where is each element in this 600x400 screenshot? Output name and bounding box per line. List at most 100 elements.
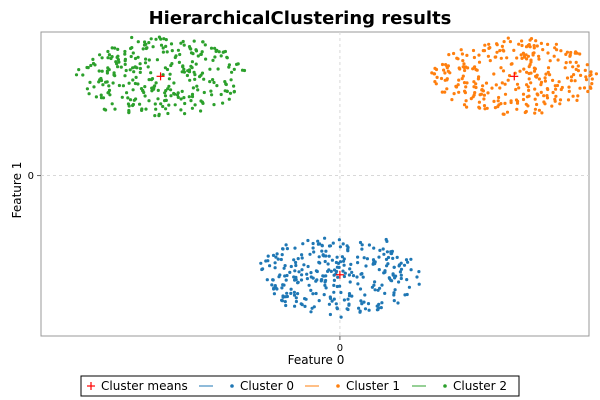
cluster-2-point	[192, 39, 196, 43]
cluster-1-point	[499, 56, 503, 60]
cluster-1-point	[482, 93, 486, 97]
cluster-2-point	[212, 103, 216, 107]
cluster-1-point	[440, 62, 445, 67]
cluster-1-point	[539, 83, 543, 87]
cluster-0-point	[336, 275, 340, 279]
cluster-0-point	[279, 257, 283, 262]
cluster-0-point	[359, 272, 363, 276]
cluster-1-point	[537, 77, 542, 81]
cluster-2-point	[136, 82, 140, 86]
cluster-1-point	[544, 72, 548, 76]
cluster-1-point	[537, 57, 541, 61]
cluster-0-point	[356, 282, 360, 286]
cluster-2-point	[126, 96, 130, 100]
cluster-1-point	[445, 87, 449, 91]
cluster-2-point	[179, 41, 183, 45]
cluster-0-point	[327, 244, 332, 248]
cluster-1-point	[567, 85, 571, 89]
cluster-0-point	[417, 270, 421, 274]
cluster-1-point	[542, 94, 546, 98]
cluster-2-point	[162, 37, 166, 41]
cluster-0-point	[366, 302, 371, 306]
cluster-1-point	[503, 82, 507, 86]
cluster-2-point	[191, 86, 195, 90]
cluster-1-point	[531, 51, 535, 56]
cluster-1-point	[506, 78, 510, 82]
cluster-2-point	[164, 44, 168, 49]
cluster-2-point	[170, 62, 174, 66]
cluster-2-point	[113, 74, 117, 78]
cluster-2-point	[147, 78, 151, 82]
cluster-0-point	[332, 290, 336, 294]
cluster-1-point	[527, 44, 531, 48]
cluster-0-point	[342, 298, 346, 302]
cluster-0-point	[390, 249, 394, 253]
cluster-2-point	[187, 95, 191, 99]
cluster-2-point	[187, 68, 192, 72]
cluster-2-point	[140, 108, 144, 112]
cluster-2-point	[147, 99, 151, 103]
cluster-1-point	[442, 68, 446, 72]
cluster-1-point	[594, 72, 599, 76]
cluster-0-point	[322, 254, 326, 258]
cluster-2-point	[182, 43, 186, 47]
cluster-2-point	[117, 60, 121, 64]
cluster-1-point	[546, 42, 550, 47]
cluster-0-point	[330, 299, 334, 303]
cluster-2-point	[232, 84, 236, 88]
plot-area	[40, 31, 590, 337]
cluster-2-point	[133, 65, 137, 69]
cluster-1-point	[532, 46, 536, 50]
cluster-means	[156, 72, 519, 279]
cluster-2-point	[97, 69, 101, 73]
cluster-2-point	[219, 54, 223, 58]
cluster-2-point	[211, 58, 215, 63]
cluster-0-point	[337, 238, 341, 242]
legend-label-cluster-means: Cluster means	[101, 379, 188, 393]
cluster-1-point	[461, 74, 465, 78]
cluster-2-point	[116, 65, 120, 69]
cluster-1-point	[526, 54, 531, 58]
y-axis-label: Feature 1	[10, 162, 24, 219]
cluster-1-point	[537, 108, 542, 112]
cluster-1-point	[539, 90, 543, 94]
cluster-1-point	[490, 86, 494, 90]
cluster-0-point	[294, 263, 298, 268]
cluster-1-point	[563, 66, 567, 70]
cluster-1-point	[532, 66, 537, 70]
cluster-2-point	[225, 56, 229, 60]
cluster-0-point	[302, 263, 306, 267]
cluster-0-point	[303, 304, 307, 308]
cluster-0-point	[275, 287, 279, 291]
cluster-1-point	[486, 54, 490, 58]
cluster-0-point	[349, 262, 353, 266]
cluster-0-point	[399, 276, 403, 281]
cluster-2-point	[216, 67, 220, 71]
cluster-0-point	[289, 264, 293, 269]
cluster-1-point	[520, 39, 524, 43]
cluster-0-point	[358, 309, 362, 313]
cluster-2-point	[128, 98, 133, 102]
cluster-1-point	[525, 70, 529, 74]
cluster-0-point	[380, 301, 384, 305]
cluster-2-point	[123, 62, 127, 66]
legend-marker	[443, 384, 447, 388]
cluster-0-point	[282, 266, 286, 270]
y-tick-label: 0	[28, 171, 34, 182]
cluster-0-point	[322, 293, 326, 297]
cluster-2-point	[138, 102, 142, 106]
cluster-0-point	[319, 279, 323, 283]
cluster-2-point	[107, 53, 111, 57]
data-points	[74, 35, 599, 319]
cluster-2-point	[150, 77, 155, 81]
cluster-1-point	[459, 48, 463, 52]
cluster-0-point	[348, 280, 352, 284]
cluster-0-point	[280, 298, 284, 302]
cluster-1-point	[556, 58, 560, 62]
cluster-0-point	[409, 268, 413, 272]
cluster-1-point	[515, 82, 520, 86]
cluster-0-point	[415, 275, 419, 279]
cluster-2-point	[99, 93, 103, 97]
cluster-0-point	[297, 270, 301, 274]
cluster-1-point	[515, 107, 519, 111]
